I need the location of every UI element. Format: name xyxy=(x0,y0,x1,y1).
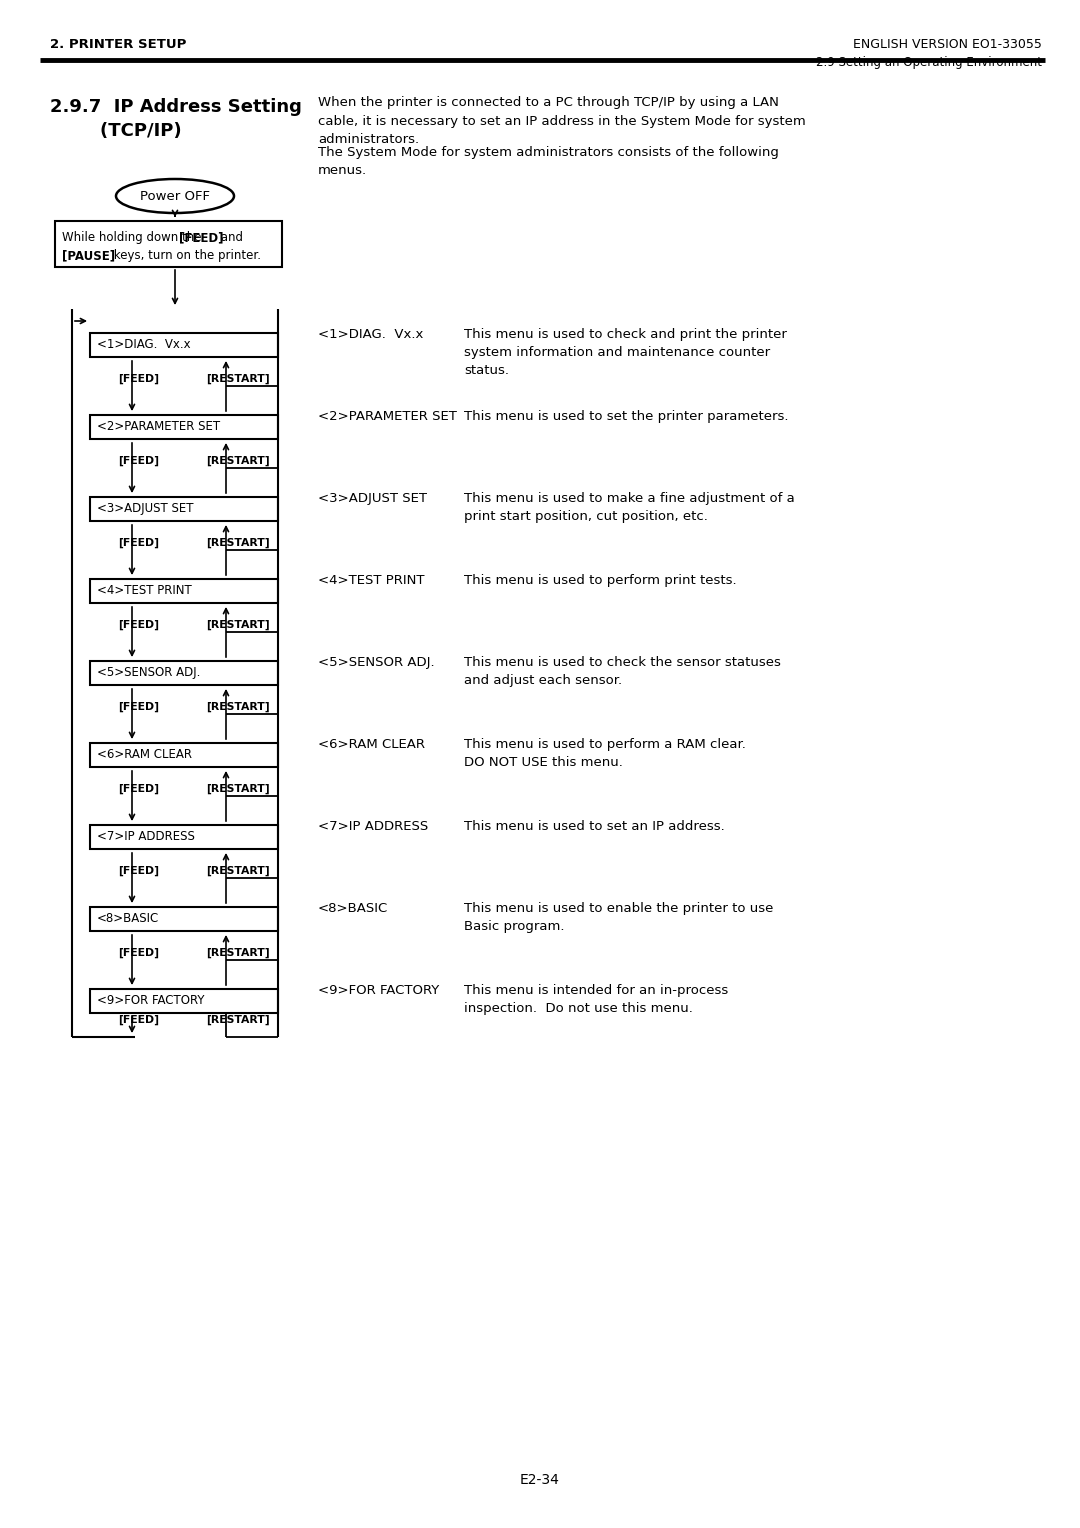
Text: <4>TEST PRINT: <4>TEST PRINT xyxy=(318,575,424,587)
Bar xyxy=(90,662,278,685)
Text: <6>RAM CLEAR: <6>RAM CLEAR xyxy=(97,749,192,761)
Text: [FEED]: [FEED] xyxy=(179,231,224,244)
Text: <9>FOR FACTORY: <9>FOR FACTORY xyxy=(318,984,440,996)
Text: <3>ADJUST SET: <3>ADJUST SET xyxy=(318,492,427,504)
Text: [FEED]: [FEED] xyxy=(118,701,159,712)
Text: [FEED]: [FEED] xyxy=(118,947,159,958)
Text: <5>SENSOR ADJ.: <5>SENSOR ADJ. xyxy=(97,666,201,678)
Text: When the printer is connected to a PC through TCP/IP by using a LAN
cable, it is: When the printer is connected to a PC th… xyxy=(318,96,806,147)
Text: [RESTART]: [RESTART] xyxy=(206,701,270,712)
Text: [RESTART]: [RESTART] xyxy=(206,374,270,384)
Text: <7>IP ADDRESS: <7>IP ADDRESS xyxy=(97,830,194,843)
Text: <9>FOR FACTORY: <9>FOR FACTORY xyxy=(97,995,204,1007)
Text: [FEED]: [FEED] xyxy=(118,620,159,630)
Text: keys, turn on the printer.: keys, turn on the printer. xyxy=(110,249,261,261)
Ellipse shape xyxy=(116,179,234,212)
Bar xyxy=(90,416,278,439)
Text: This menu is used to make a fine adjustment of a
print start position, cut posit: This menu is used to make a fine adjustm… xyxy=(464,492,795,523)
Text: [FEED]: [FEED] xyxy=(118,455,159,466)
Text: This menu is used to set an IP address.: This menu is used to set an IP address. xyxy=(464,821,725,833)
Text: <5>SENSOR ADJ.: <5>SENSOR ADJ. xyxy=(318,656,434,669)
Text: <2>PARAMETER SET: <2>PARAMETER SET xyxy=(318,410,457,423)
Bar xyxy=(90,825,278,850)
Bar xyxy=(90,497,278,521)
Text: [RESTART]: [RESTART] xyxy=(206,455,270,466)
Text: Power OFF: Power OFF xyxy=(140,189,210,203)
Text: [RESTART]: [RESTART] xyxy=(206,947,270,958)
Text: <6>RAM CLEAR: <6>RAM CLEAR xyxy=(318,738,426,750)
Text: E2-34: E2-34 xyxy=(521,1473,559,1487)
Text: This menu is used to check and print the printer
system information and maintena: This menu is used to check and print the… xyxy=(464,329,787,377)
Text: <2>PARAMETER SET: <2>PARAMETER SET xyxy=(97,420,220,432)
Text: [PAUSE]: [PAUSE] xyxy=(62,249,116,261)
Text: <4>TEST PRINT: <4>TEST PRINT xyxy=(97,584,192,597)
Text: <8>BASIC: <8>BASIC xyxy=(97,912,159,924)
Bar xyxy=(90,579,278,604)
Text: This menu is used to perform print tests.: This menu is used to perform print tests… xyxy=(464,575,737,587)
Text: [FEED]: [FEED] xyxy=(118,538,159,549)
Text: [FEED]: [FEED] xyxy=(118,374,159,384)
Text: <1>DIAG.  Vx.x: <1>DIAG. Vx.x xyxy=(318,329,423,341)
Bar xyxy=(90,989,278,1013)
Text: <8>BASIC: <8>BASIC xyxy=(318,902,388,915)
Text: This menu is used to set the printer parameters.: This menu is used to set the printer par… xyxy=(464,410,788,423)
Text: ENGLISH VERSION EO1-33055: ENGLISH VERSION EO1-33055 xyxy=(853,38,1042,50)
Text: [RESTART]: [RESTART] xyxy=(206,784,270,795)
Text: and: and xyxy=(217,231,243,244)
Bar xyxy=(90,908,278,931)
Text: This menu is used to enable the printer to use
Basic program.: This menu is used to enable the printer … xyxy=(464,902,773,934)
Text: 2. PRINTER SETUP: 2. PRINTER SETUP xyxy=(50,38,187,50)
Text: This menu is used to check the sensor statuses
and adjust each sensor.: This menu is used to check the sensor st… xyxy=(464,656,781,688)
Bar xyxy=(90,743,278,767)
Text: <1>DIAG.  Vx.x: <1>DIAG. Vx.x xyxy=(97,338,191,351)
Text: This menu is used to perform a RAM clear.
DO NOT USE this menu.: This menu is used to perform a RAM clear… xyxy=(464,738,746,769)
Text: [FEED]: [FEED] xyxy=(118,784,159,795)
Bar xyxy=(90,333,278,358)
Text: The System Mode for system administrators consists of the following
menus.: The System Mode for system administrator… xyxy=(318,147,779,177)
Text: (TCP/IP): (TCP/IP) xyxy=(50,122,181,141)
Text: [RESTART]: [RESTART] xyxy=(206,538,270,549)
Text: 2.9 Setting an Operating Environment: 2.9 Setting an Operating Environment xyxy=(816,57,1042,69)
Text: 2.9.7  IP Address Setting: 2.9.7 IP Address Setting xyxy=(50,98,302,116)
Text: <3>ADJUST SET: <3>ADJUST SET xyxy=(97,503,193,515)
Text: [RESTART]: [RESTART] xyxy=(206,866,270,876)
Bar xyxy=(55,222,282,267)
Text: [FEED]: [FEED] xyxy=(118,866,159,876)
Text: [FEED]: [FEED] xyxy=(118,1015,159,1025)
Text: [RESTART]: [RESTART] xyxy=(206,620,270,630)
Text: While holding down the: While holding down the xyxy=(62,231,205,244)
Text: <7>IP ADDRESS: <7>IP ADDRESS xyxy=(318,821,429,833)
Text: This menu is intended for an in-process
inspection.  Do not use this menu.: This menu is intended for an in-process … xyxy=(464,984,728,1015)
Text: [RESTART]: [RESTART] xyxy=(206,1015,270,1025)
